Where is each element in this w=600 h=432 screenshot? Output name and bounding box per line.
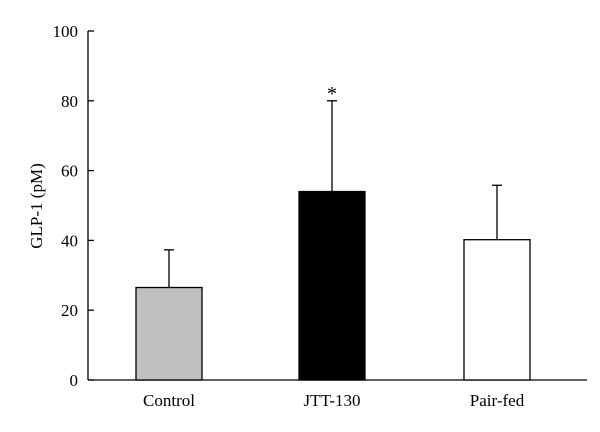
bars xyxy=(135,190,531,381)
bar xyxy=(135,286,203,381)
y-tick-label: 60 xyxy=(61,162,78,181)
y-tick-label: 40 xyxy=(61,231,78,250)
significance-annotation: * xyxy=(327,83,337,105)
error-bars xyxy=(164,100,502,288)
y-tick-label: 0 xyxy=(70,371,79,390)
y-tick-label: 80 xyxy=(61,92,78,111)
y-tick-label: 20 xyxy=(61,301,78,320)
bar xyxy=(463,239,531,381)
y-axis-label: GLP-1 (pM) xyxy=(27,163,46,248)
x-tick-label: Control xyxy=(143,391,195,410)
y-tick-label: 100 xyxy=(53,22,79,41)
bar xyxy=(298,190,366,381)
x-tick-label: Pair-fed xyxy=(470,391,525,410)
x-tick-label: JTT-130 xyxy=(304,391,361,410)
labels: 0 20 40 60 80 100 Control JTT-130 * Pair-fed xyxy=(53,22,525,410)
